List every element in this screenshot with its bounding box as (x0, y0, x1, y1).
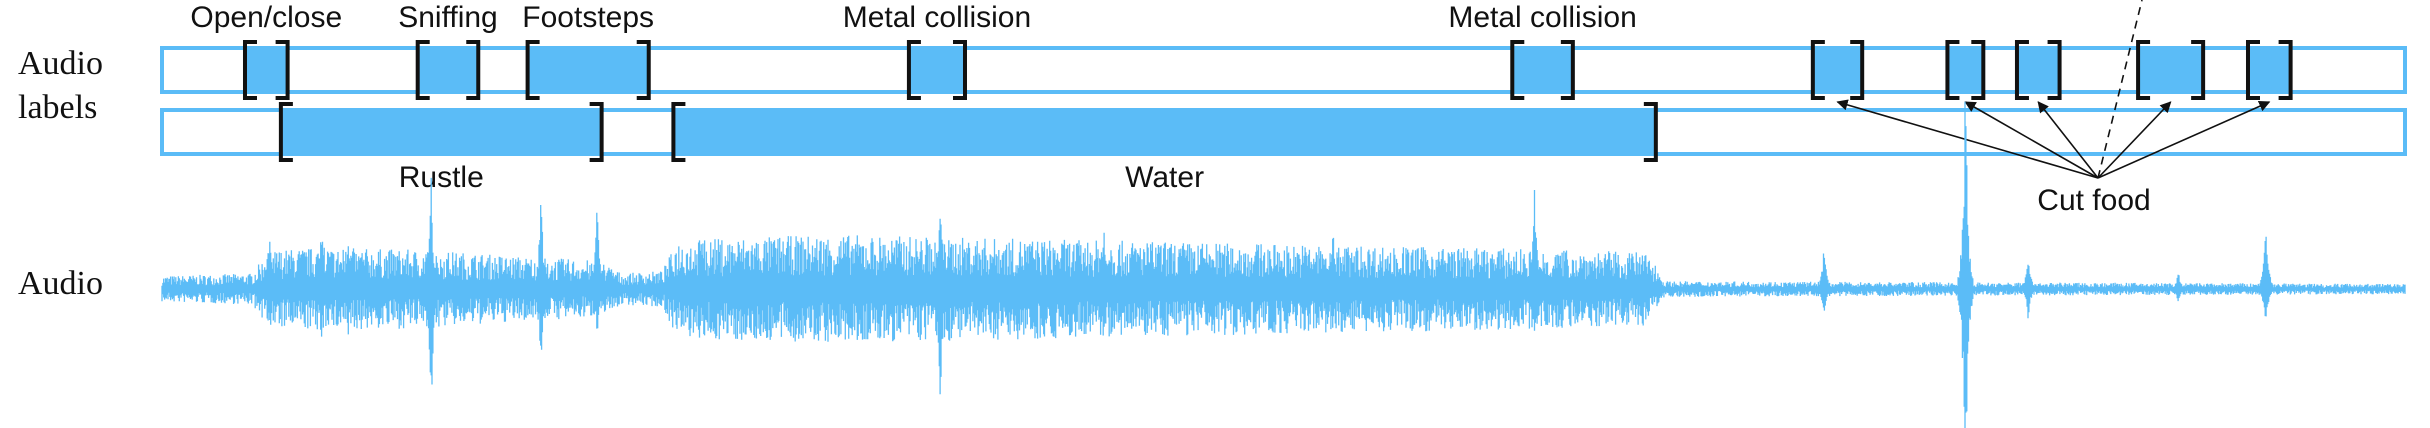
label-metal-collision-2: Metal collision (1448, 1, 1636, 34)
cut-food-arrows (1836, 0, 2271, 179)
label-open-close: Open/close (190, 1, 342, 34)
segment-rustle (280, 108, 602, 156)
label-water: Water (1125, 161, 1204, 194)
label-metal-collision-1: Metal collision (843, 1, 1031, 34)
segment-footsteps (527, 46, 649, 94)
bracket-left-metal-collision-2 (1510, 40, 1525, 100)
cut-food-arrow-4 (2097, 101, 2172, 179)
bracket-right-water (1643, 102, 1658, 162)
bracket-right-metal-collision-2 (1560, 40, 1575, 100)
segment-cut-food-5 (2247, 46, 2291, 94)
bracket-right-cut-food-3 (2047, 40, 2062, 100)
segment-metal-collision-1 (908, 46, 965, 94)
bracket-left-water (671, 102, 686, 162)
cut-food-label: Cut food (2037, 184, 2150, 217)
bracket-right-cut-food-5 (2278, 40, 2293, 100)
bracket-right-cut-food-2 (1971, 40, 1986, 100)
label-rustle: Rustle (399, 161, 484, 194)
bracket-left-sniffing (415, 40, 430, 100)
audio-labels-row-label-line1: Audio (18, 45, 103, 82)
segment-cut-food-1 (1812, 46, 1863, 94)
segment-metal-collision-2 (1512, 46, 1573, 94)
segment-cut-food-2 (1947, 46, 1984, 94)
segment-water (673, 108, 1656, 156)
bracket-right-metal-collision-1 (952, 40, 967, 100)
bracket-left-cut-food-3 (2014, 40, 2029, 100)
segment-sniffing (417, 46, 479, 94)
bracket-left-cut-food-2 (1945, 40, 1960, 100)
label-segments: Open/close Sniffing Footsteps Metal collisi… (190, 1, 2293, 194)
top-label-track (160, 46, 2407, 94)
bracket-right-sniffing (466, 40, 481, 100)
cut-food-arrow-3 (2037, 101, 2099, 179)
bracket-left-metal-collision-1 (906, 40, 921, 100)
audio-waveform (161, 101, 2406, 428)
bracket-left-cut-food-1 (1810, 40, 1825, 100)
bracket-right-rustle (589, 102, 604, 162)
bracket-left-rustle (278, 102, 293, 162)
cut-food-dashed-line (2097, 0, 2143, 179)
label-footsteps: Footsteps (522, 1, 654, 34)
segment-cut-food-3 (2016, 46, 2060, 94)
segment-cut-food-4 (2138, 46, 2204, 94)
label-sniffing: Sniffing (398, 1, 498, 34)
cut-food-arrow-5 (2097, 100, 2271, 179)
bracket-left-footsteps (525, 40, 540, 100)
cut-food-arrow-1 (1836, 99, 2099, 179)
audio-labels-row-label-line2: labels (18, 89, 97, 126)
bracket-right-cut-food-4 (2191, 40, 2206, 100)
bracket-right-footsteps (636, 40, 651, 100)
bracket-left-open-close (242, 40, 257, 100)
bracket-left-cut-food-4 (2136, 40, 2151, 100)
segment-open-close (244, 46, 288, 94)
audio-row-label: Audio (18, 265, 103, 302)
bracket-left-cut-food-5 (2245, 40, 2260, 100)
bracket-right-cut-food-1 (1850, 40, 1865, 100)
bracket-right-open-close (275, 40, 290, 100)
cut-food-arrow-2 (1964, 101, 2099, 179)
